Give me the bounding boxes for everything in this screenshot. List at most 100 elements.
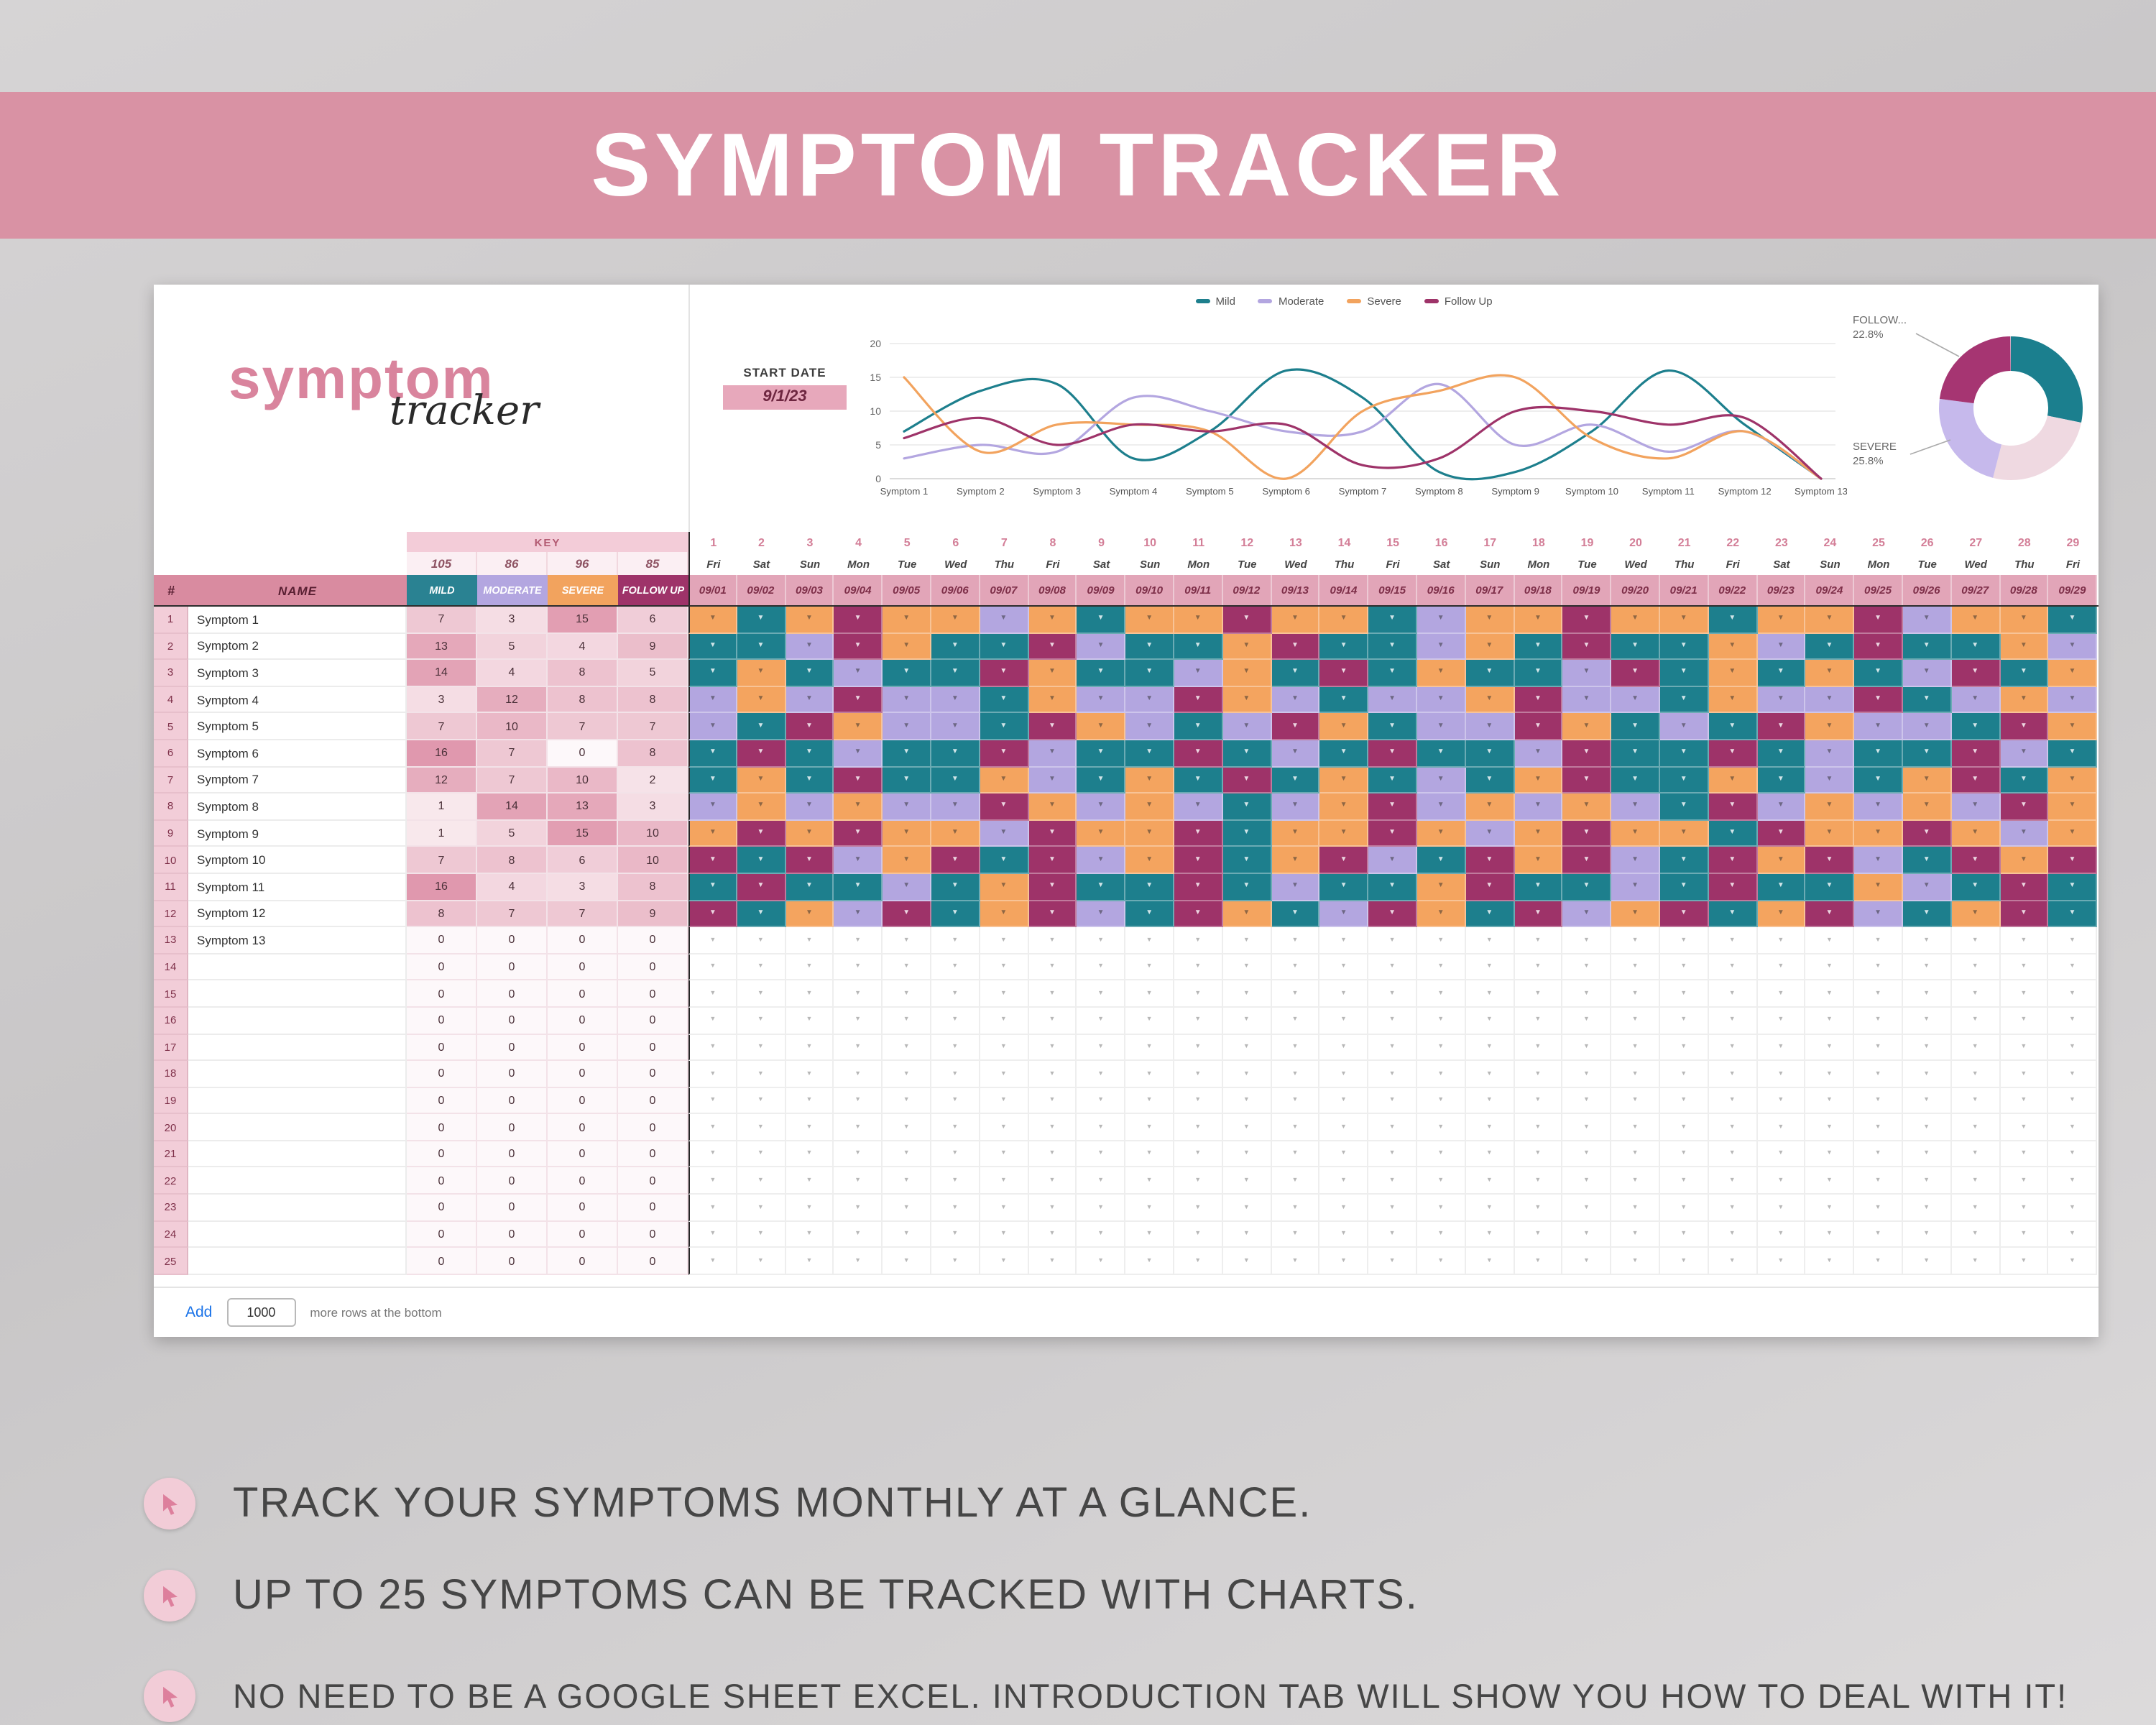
symptom-day-cell[interactable]: ▼ xyxy=(1708,1034,1758,1062)
symptom-day-cell[interactable]: ▼ xyxy=(1659,1167,1709,1195)
symptom-day-cell[interactable]: ▼ xyxy=(1708,1221,1758,1248)
symptom-day-cell[interactable]: ▼ xyxy=(980,873,1029,901)
symptom-day-cell[interactable]: ▼ xyxy=(1319,794,1369,821)
symptom-day-cell[interactable]: ▼ xyxy=(1271,1087,1320,1115)
symptom-day-cell[interactable]: ▼ xyxy=(2048,873,2098,901)
symptom-day-cell[interactable]: ▼ xyxy=(1708,873,1758,901)
symptom-day-cell[interactable]: ▼ xyxy=(1416,633,1466,661)
symptom-day-cell[interactable]: ▼ xyxy=(786,873,834,901)
symptom-day-cell[interactable]: ▼ xyxy=(1271,686,1320,714)
symptom-day-cell[interactable]: ▼ xyxy=(1271,927,1320,954)
symptom-day-cell[interactable]: ▼ xyxy=(1951,1167,2001,1195)
symptom-day-cell[interactable]: ▼ xyxy=(1271,1167,1320,1195)
symptom-day-cell[interactable]: ▼ xyxy=(2000,1141,2049,1168)
symptom-day-cell[interactable]: ▼ xyxy=(1708,713,1758,740)
symptom-day-cell[interactable]: ▼ xyxy=(1174,901,1223,928)
symptom-day-cell[interactable]: ▼ xyxy=(786,607,834,634)
symptom-day-cell[interactable]: ▼ xyxy=(737,927,786,954)
symptom-day-cell[interactable]: ▼ xyxy=(1271,1114,1320,1141)
symptom-day-cell[interactable]: ▼ xyxy=(1757,1221,1806,1248)
symptom-day-cell[interactable]: ▼ xyxy=(1077,980,1126,1008)
symptom-day-cell[interactable]: ▼ xyxy=(688,794,737,821)
symptom-day-cell[interactable]: ▼ xyxy=(1514,686,1563,714)
symptom-day-cell[interactable]: ▼ xyxy=(1708,1114,1758,1141)
symptom-day-cell[interactable]: ▼ xyxy=(834,1087,883,1115)
symptom-day-cell[interactable]: ▼ xyxy=(1416,713,1466,740)
symptom-day-cell[interactable]: ▼ xyxy=(980,847,1029,874)
symptom-day-cell[interactable]: ▼ xyxy=(2048,1248,2098,1275)
symptom-day-cell[interactable]: ▼ xyxy=(1416,1114,1466,1141)
symptom-day-cell[interactable]: ▼ xyxy=(1465,1221,1515,1248)
symptom-day-cell[interactable]: ▼ xyxy=(688,1087,737,1115)
symptom-day-cell[interactable]: ▼ xyxy=(1028,660,1077,687)
symptom-day-cell[interactable]: ▼ xyxy=(737,820,786,847)
symptom-day-cell[interactable]: ▼ xyxy=(1805,1221,1855,1248)
symptom-day-cell[interactable]: ▼ xyxy=(737,686,786,714)
symptom-day-cell[interactable]: ▼ xyxy=(1562,1087,1612,1115)
symptom-day-cell[interactable]: ▼ xyxy=(737,1114,786,1141)
symptom-day-cell[interactable]: ▼ xyxy=(2048,820,2098,847)
symptom-day-cell[interactable]: ▼ xyxy=(2048,713,2098,740)
symptom-day-cell[interactable]: ▼ xyxy=(1562,1167,1612,1195)
symptom-day-cell[interactable]: ▼ xyxy=(1902,633,1952,661)
symptom-day-cell[interactable]: ▼ xyxy=(1854,873,1903,901)
symptom-name-cell[interactable] xyxy=(188,1221,407,1248)
symptom-day-cell[interactable]: ▼ xyxy=(1902,607,1952,634)
symptom-day-cell[interactable]: ▼ xyxy=(1902,1087,1952,1115)
symptom-day-cell[interactable]: ▼ xyxy=(1319,820,1369,847)
symptom-day-cell[interactable]: ▼ xyxy=(1125,1034,1174,1062)
symptom-day-cell[interactable]: ▼ xyxy=(1611,1087,1660,1115)
symptom-day-cell[interactable]: ▼ xyxy=(2048,1167,2098,1195)
symptom-day-cell[interactable]: ▼ xyxy=(834,607,883,634)
symptom-day-cell[interactable]: ▼ xyxy=(1854,686,1903,714)
symptom-day-cell[interactable]: ▼ xyxy=(1416,1195,1466,1222)
symptom-day-cell[interactable]: ▼ xyxy=(1222,607,1272,634)
symptom-day-cell[interactable]: ▼ xyxy=(688,1248,737,1275)
symptom-day-cell[interactable]: ▼ xyxy=(980,686,1029,714)
symptom-day-cell[interactable]: ▼ xyxy=(1028,1034,1077,1062)
symptom-day-cell[interactable]: ▼ xyxy=(1659,713,1709,740)
symptom-day-cell[interactable]: ▼ xyxy=(1514,713,1563,740)
symptom-day-cell[interactable]: ▼ xyxy=(1222,1167,1272,1195)
symptom-day-cell[interactable]: ▼ xyxy=(1951,633,2001,661)
symptom-day-cell[interactable]: ▼ xyxy=(1319,980,1369,1008)
symptom-day-cell[interactable]: ▼ xyxy=(1368,1141,1417,1168)
symptom-day-cell[interactable]: ▼ xyxy=(834,1007,883,1034)
symptom-day-cell[interactable]: ▼ xyxy=(1465,1195,1515,1222)
symptom-day-cell[interactable]: ▼ xyxy=(1854,1061,1903,1088)
symptom-day-cell[interactable]: ▼ xyxy=(1854,1195,1903,1222)
symptom-day-cell[interactable]: ▼ xyxy=(980,927,1029,954)
symptom-day-cell[interactable]: ▼ xyxy=(1271,1248,1320,1275)
symptom-day-cell[interactable]: ▼ xyxy=(1125,767,1174,794)
symptom-day-cell[interactable]: ▼ xyxy=(1465,847,1515,874)
symptom-day-cell[interactable]: ▼ xyxy=(1077,927,1126,954)
symptom-day-cell[interactable]: ▼ xyxy=(2000,1221,2049,1248)
symptom-day-cell[interactable]: ▼ xyxy=(834,980,883,1008)
symptom-day-cell[interactable]: ▼ xyxy=(1222,1114,1272,1141)
symptom-day-cell[interactable]: ▼ xyxy=(1271,794,1320,821)
symptom-day-cell[interactable]: ▼ xyxy=(786,767,834,794)
symptom-day-cell[interactable]: ▼ xyxy=(1562,607,1612,634)
symptom-day-cell[interactable]: ▼ xyxy=(1319,1141,1369,1168)
symptom-day-cell[interactable]: ▼ xyxy=(931,607,980,634)
symptom-day-cell[interactable]: ▼ xyxy=(786,1195,834,1222)
symptom-day-cell[interactable]: ▼ xyxy=(1854,607,1903,634)
symptom-day-cell[interactable]: ▼ xyxy=(1125,820,1174,847)
symptom-day-cell[interactable]: ▼ xyxy=(1562,740,1612,768)
symptom-day-cell[interactable]: ▼ xyxy=(1951,1221,2001,1248)
symptom-day-cell[interactable]: ▼ xyxy=(2048,686,2098,714)
symptom-day-cell[interactable]: ▼ xyxy=(737,1221,786,1248)
symptom-day-cell[interactable]: ▼ xyxy=(1028,1221,1077,1248)
symptom-day-cell[interactable]: ▼ xyxy=(883,740,931,768)
symptom-day-cell[interactable]: ▼ xyxy=(1125,847,1174,874)
symptom-day-cell[interactable]: ▼ xyxy=(1125,1141,1174,1168)
symptom-day-cell[interactable]: ▼ xyxy=(1465,686,1515,714)
symptom-day-cell[interactable]: ▼ xyxy=(1077,1195,1126,1222)
symptom-day-cell[interactable]: ▼ xyxy=(1125,873,1174,901)
symptom-day-cell[interactable]: ▼ xyxy=(688,1114,737,1141)
symptom-day-cell[interactable]: ▼ xyxy=(1562,713,1612,740)
symptom-day-cell[interactable]: ▼ xyxy=(737,901,786,928)
symptom-day-cell[interactable]: ▼ xyxy=(1562,980,1612,1008)
symptom-day-cell[interactable]: ▼ xyxy=(883,1248,931,1275)
symptom-day-cell[interactable]: ▼ xyxy=(1416,901,1466,928)
